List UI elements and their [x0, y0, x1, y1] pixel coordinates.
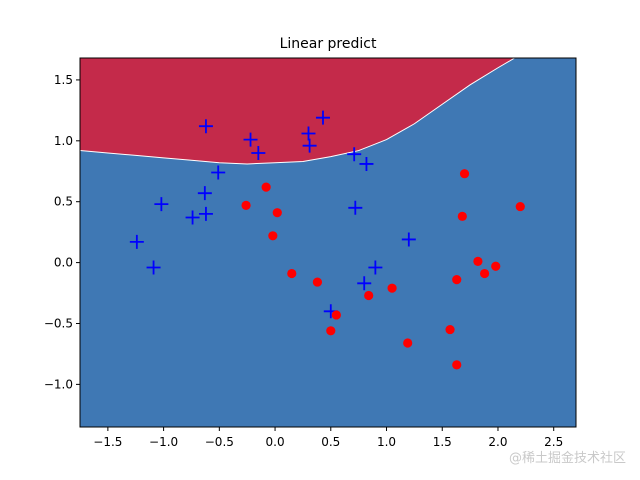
- upper-region: [80, 58, 515, 164]
- plus-point: [315, 110, 330, 125]
- plus-point: [368, 260, 383, 275]
- circle-point: [326, 326, 336, 336]
- chart-title: Linear predict: [280, 36, 377, 52]
- decision-boundary: [79, 57, 515, 165]
- plus-point: [301, 126, 316, 141]
- circle-point: [480, 268, 490, 279]
- plus-point: [401, 232, 416, 247]
- watermark: @稀土掘金技术社区: [508, 451, 626, 466]
- plus-point: [243, 132, 258, 147]
- circle-point: [445, 324, 455, 335]
- y-tick-label: 1.0: [54, 134, 73, 148]
- axes-frame: [79, 57, 577, 428]
- circle-point: [457, 211, 467, 221]
- points-layer: [129, 110, 525, 370]
- plus-point: [185, 210, 200, 225]
- circle-point: [261, 182, 271, 192]
- circle-point: [515, 201, 525, 212]
- plus-point: [357, 276, 372, 291]
- circle-point: [491, 261, 501, 271]
- plus-point: [211, 165, 226, 180]
- circle-point: [268, 231, 278, 241]
- y-tick-label: 1.5: [54, 73, 73, 87]
- circle-point: [272, 208, 282, 218]
- circle-point: [452, 360, 462, 370]
- x-tick-label: 2.5: [544, 435, 563, 449]
- circle-point: [403, 338, 413, 348]
- x-tick-label: −1.5: [93, 435, 122, 449]
- circle-point: [473, 256, 483, 266]
- y-tick-label: −1.0: [44, 377, 73, 391]
- x-tick-label: 1.0: [377, 435, 396, 449]
- plus-point: [198, 119, 213, 134]
- circle-point: [287, 268, 297, 279]
- plus-point: [359, 156, 374, 171]
- y-tick-label: 0.5: [54, 195, 73, 209]
- y-tick-label: −0.5: [44, 316, 73, 330]
- x-tick-label: −1.0: [149, 435, 178, 449]
- circle-point: [241, 200, 251, 210]
- circle-point: [459, 169, 470, 179]
- x-axis: −1.5 −1.0 −0.5 0.0 0.5 1.0 1.5 2.0 2.5: [93, 427, 563, 449]
- plus-point: [347, 147, 362, 162]
- plot-area: [79, 57, 576, 427]
- x-tick-label: 1.5: [433, 435, 452, 449]
- plus-point: [197, 186, 212, 201]
- circle-point: [387, 283, 397, 293]
- y-tick-label: 0.0: [54, 256, 73, 270]
- x-tick-label: 0.5: [321, 435, 340, 449]
- circle-point: [364, 290, 374, 301]
- plus-point: [302, 138, 317, 153]
- circle-point: [452, 275, 462, 285]
- circle-point: [331, 310, 341, 320]
- y-axis: −1.0 −0.5 0.0 0.5 1.0 1.5: [44, 73, 80, 391]
- plus-point: [146, 260, 161, 275]
- x-tick-label: 0.0: [266, 435, 285, 449]
- circle-point: [312, 277, 323, 287]
- plus-point: [129, 234, 144, 249]
- x-tick-label: −0.5: [205, 435, 234, 449]
- plus-point: [348, 200, 363, 215]
- plus-point: [251, 145, 266, 160]
- plus-point: [198, 206, 213, 221]
- plus-point: [154, 197, 169, 212]
- x-tick-label: 2.0: [488, 435, 507, 449]
